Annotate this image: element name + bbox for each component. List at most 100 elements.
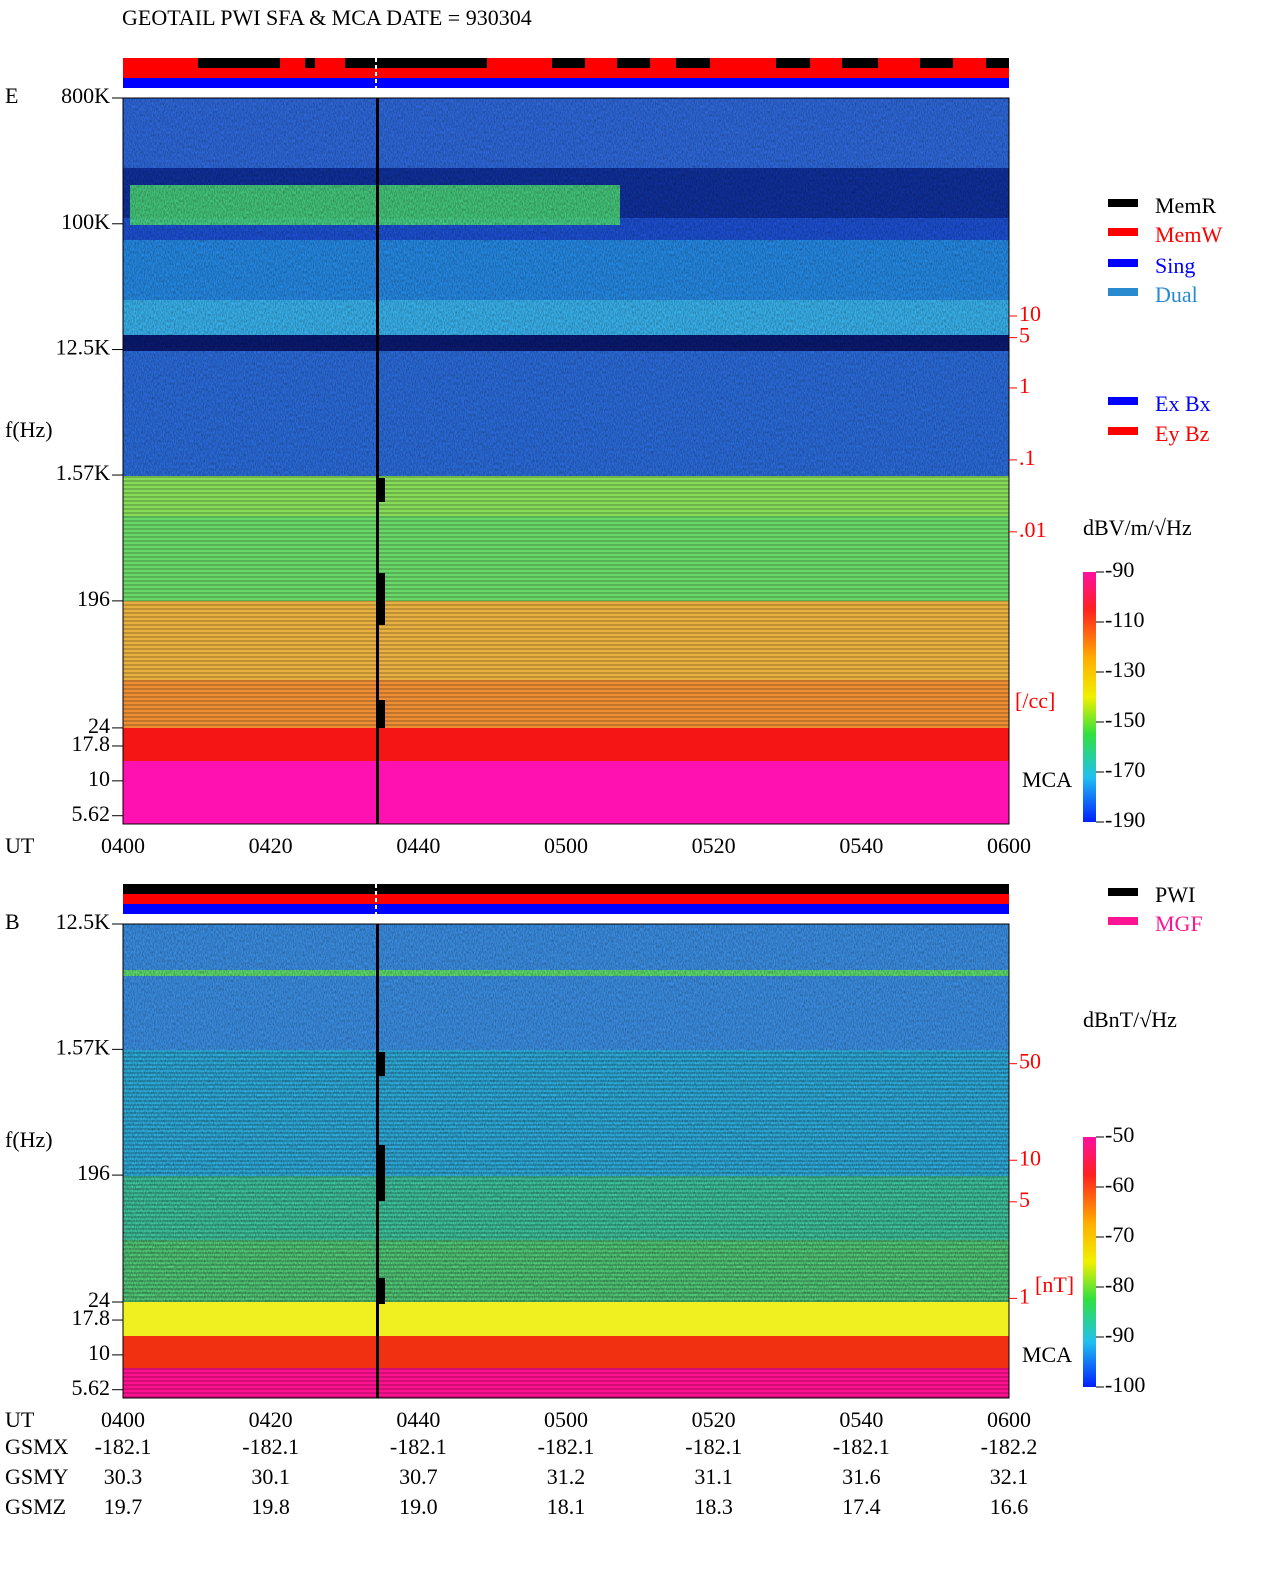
- legend-label: Sing: [1155, 253, 1195, 278]
- legend-label: MemW: [1155, 222, 1222, 247]
- colorbar-tick-label: -110: [1105, 607, 1145, 632]
- orbit-value: 19.0: [399, 1494, 438, 1519]
- orbit-row-label: GSMZ: [5, 1494, 66, 1519]
- mca-label: MCA: [1022, 1342, 1072, 1367]
- colorbar-label: dBV/m/√Hz: [1083, 515, 1192, 540]
- x-tick-label: 0600: [987, 833, 1031, 858]
- x-tick-label: 0420: [249, 1407, 293, 1432]
- legend-label: Ex Bx: [1155, 391, 1211, 416]
- legend-swatch: [1108, 288, 1138, 296]
- y2-axis-label: [/cc]: [1015, 688, 1055, 713]
- y2-tick-label: 5: [1019, 323, 1030, 348]
- orbit-value: 31.1: [694, 1464, 733, 1489]
- legend-swatch: [1108, 228, 1138, 236]
- orbit-value: 30.1: [251, 1464, 290, 1489]
- colorbar-tick-label: -80: [1105, 1272, 1134, 1297]
- y-tick-label: 196: [77, 586, 110, 611]
- y-tick-label: 100K: [61, 209, 110, 234]
- colorbar-tick-label: -50: [1105, 1122, 1134, 1147]
- panel-label: E: [5, 83, 18, 108]
- y-tick-label: 12.5K: [56, 335, 111, 360]
- colorbar-tick-label: -90: [1105, 1322, 1134, 1347]
- colorbar-tick-label: -100: [1105, 1372, 1145, 1397]
- y2-tick-label: .1: [1019, 445, 1036, 470]
- orbit-value: 30.7: [399, 1464, 438, 1489]
- y-tick-label: 12.5K: [56, 909, 111, 934]
- y-tick-label: 5.62: [72, 801, 111, 826]
- y-tick-label: 5.62: [72, 1375, 111, 1400]
- y-tick-label: 10: [88, 1340, 110, 1365]
- orbit-value: 30.3: [104, 1464, 143, 1489]
- y-tick-label: 17.8: [72, 1305, 111, 1330]
- x-tick-label: 0400: [101, 1407, 145, 1432]
- y2-tick-label: 1: [1019, 373, 1030, 398]
- x-tick-label: 0500: [544, 1407, 588, 1432]
- legend-label: Dual: [1155, 282, 1198, 307]
- y2-tick-label: 5: [1019, 1187, 1030, 1212]
- y-tick-label: 196: [77, 1160, 110, 1185]
- colorbar-label: dBnT/√Hz: [1083, 1007, 1177, 1032]
- orbit-row-label: GSMY: [5, 1464, 69, 1489]
- colorbar-tick-label: -150: [1105, 707, 1145, 732]
- chart-title: GEOTAIL PWI SFA & MCA DATE = 930304: [122, 5, 532, 30]
- legend-label: MemR: [1155, 193, 1216, 218]
- x-axis-label: UT: [5, 1407, 35, 1432]
- spectrogram-e: [123, 98, 1009, 824]
- colorbar-tick-label: -70: [1105, 1222, 1134, 1247]
- y2-axis-label: [nT]: [1035, 1272, 1074, 1297]
- x-tick-label: 0600: [987, 1407, 1031, 1432]
- orbit-value: -182.1: [538, 1434, 595, 1459]
- orbit-row-label: GSMX: [5, 1434, 69, 1459]
- y-tick-label: 800K: [61, 83, 110, 108]
- colorbar-tick-label: -190: [1105, 807, 1145, 832]
- legend-swatch: [1108, 917, 1138, 925]
- x-tick-label: 0520: [692, 833, 736, 858]
- plot-frame: [122, 97, 1010, 825]
- legend-swatch: [1108, 427, 1138, 435]
- legend-label: PWI: [1155, 882, 1195, 907]
- orbit-value: 18.3: [694, 1494, 733, 1519]
- colorbar-tick-label: -90: [1105, 557, 1134, 582]
- x-tick-label: 0540: [839, 833, 883, 858]
- y2-tick-label: 1: [1019, 1283, 1030, 1308]
- y2-tick-label: 10: [1019, 1145, 1041, 1170]
- colorbar: [1083, 572, 1096, 822]
- colorbar-tick-label: -60: [1105, 1172, 1134, 1197]
- y-tick-label: 24: [88, 713, 110, 738]
- y-tick-label: 1.57K: [56, 460, 111, 485]
- x-tick-label: 0400: [101, 833, 145, 858]
- y-axis-label: f(Hz): [5, 417, 53, 442]
- orbit-value: 19.7: [104, 1494, 143, 1519]
- orbit-value: -182.1: [833, 1434, 890, 1459]
- status-bars: [123, 58, 1009, 924]
- legend-swatch: [1108, 259, 1138, 267]
- x-tick-label: 0540: [839, 1407, 883, 1432]
- orbit-value: -182.2: [981, 1434, 1038, 1459]
- colorbar: [1083, 1137, 1096, 1387]
- orbit-value: -182.1: [242, 1434, 299, 1459]
- orbit-value: 17.4: [842, 1494, 881, 1519]
- colorbar-tick-label: -170: [1105, 757, 1145, 782]
- orbit-value: 31.6: [842, 1464, 881, 1489]
- y-tick-label: 1.57K: [56, 1034, 111, 1059]
- x-tick-label: 0520: [692, 1407, 736, 1432]
- y2-tick-label: .01: [1019, 517, 1047, 542]
- colorbar-tick-label: -130: [1105, 657, 1145, 682]
- plot-frame: [122, 923, 1010, 1399]
- legend-label: MGF: [1155, 911, 1203, 936]
- orbit-value: -182.1: [685, 1434, 742, 1459]
- y-axis-label: f(Hz): [5, 1127, 53, 1152]
- orbit-value: 32.1: [990, 1464, 1029, 1489]
- x-tick-label: 0420: [249, 833, 293, 858]
- x-tick-label: 0500: [544, 833, 588, 858]
- orbit-value: 19.8: [251, 1494, 290, 1519]
- legend-swatch: [1108, 888, 1138, 896]
- panel-label: B: [5, 909, 20, 934]
- y2-tick-label: 50: [1019, 1049, 1041, 1074]
- y-tick-label: 10: [88, 766, 110, 791]
- y-tick-label: 17.8: [72, 731, 111, 756]
- orbit-value: 18.1: [547, 1494, 586, 1519]
- orbit-value: 31.2: [547, 1464, 586, 1489]
- orbit-value: -182.1: [390, 1434, 447, 1459]
